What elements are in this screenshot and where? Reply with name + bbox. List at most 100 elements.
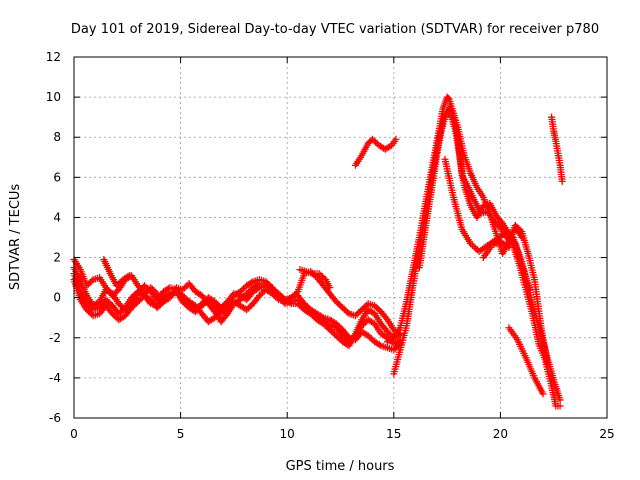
data-point (112, 313, 120, 321)
data-point (116, 308, 124, 316)
x-axis-label: GPS time / hours (286, 459, 395, 474)
x-tick-label: 0 (70, 427, 78, 441)
data-point (180, 295, 188, 303)
data-point (116, 279, 124, 287)
data-point (390, 346, 398, 354)
data-point (295, 297, 303, 305)
data-point (179, 294, 187, 302)
data-point (302, 303, 310, 311)
data-point (299, 300, 307, 308)
data-point (179, 286, 187, 294)
x-tick-label: 10 (280, 427, 295, 441)
data-point (88, 277, 96, 285)
data-point (294, 296, 302, 304)
data-point (185, 300, 193, 308)
data-point (368, 135, 376, 143)
data-point (220, 301, 228, 309)
y-tick-label: 4 (53, 210, 61, 224)
data-point (345, 338, 353, 346)
data-point (374, 305, 382, 313)
axis-ticks: 0 5 10 15 20 25 -6 -4 -2 0 2 4 6 8 10 12 (46, 50, 615, 441)
data-point (112, 289, 120, 297)
data-point (129, 292, 137, 300)
data-point (543, 360, 551, 368)
data-point (84, 280, 92, 288)
data-point (291, 291, 299, 299)
data-point (339, 304, 347, 312)
data-point (195, 303, 203, 311)
data-point (386, 142, 394, 150)
data-point (367, 335, 375, 343)
data-point (243, 306, 251, 314)
data-point (219, 302, 227, 310)
data-point (335, 335, 343, 343)
data-point (329, 329, 337, 337)
data-point (297, 299, 305, 307)
data-point (86, 279, 94, 287)
data-point (342, 335, 350, 343)
data-point (315, 313, 323, 321)
data-point (83, 282, 91, 290)
data-point (270, 287, 278, 295)
data-point (244, 304, 252, 312)
data-point (556, 396, 564, 404)
series-track-10 (415, 103, 551, 368)
data-point (105, 299, 113, 307)
data-point (332, 298, 340, 306)
data-point (88, 310, 96, 318)
data-point (88, 304, 96, 312)
plot-frame (73, 56, 608, 419)
data-point (337, 302, 345, 310)
data-point (247, 279, 255, 287)
data-point (113, 282, 121, 290)
data-point (303, 305, 311, 313)
x-tick-label: 5 (177, 427, 185, 441)
data-point (370, 137, 378, 145)
series-track-7 (351, 135, 400, 169)
data-point (385, 329, 393, 337)
data-point (340, 305, 348, 313)
data-point (339, 332, 347, 340)
data-point (198, 300, 206, 308)
y-tick-label: 12 (46, 50, 61, 64)
data-point (359, 304, 367, 312)
data-point (259, 289, 267, 297)
data-point (539, 390, 547, 398)
data-point (497, 218, 505, 226)
data-point (176, 291, 184, 299)
data-point (193, 304, 201, 312)
data-point (196, 301, 204, 309)
data-point (350, 333, 358, 341)
series-track-6 (296, 266, 334, 292)
data-point (192, 306, 200, 314)
data-point (361, 303, 369, 311)
data-point (334, 299, 342, 307)
data-point (361, 319, 369, 327)
data-point (342, 307, 350, 315)
x-tick-label: 15 (386, 427, 401, 441)
y-tick-label: 8 (53, 130, 61, 144)
data-point (340, 333, 348, 341)
data-point (348, 335, 356, 343)
data-point (150, 287, 158, 295)
data-point (110, 311, 118, 319)
data-point (200, 298, 208, 306)
data-point (164, 291, 172, 299)
data-point (332, 332, 340, 340)
data-point (116, 301, 124, 309)
data-point (222, 311, 230, 319)
data-point (347, 336, 355, 344)
data-point (353, 310, 361, 318)
data-point (310, 271, 318, 279)
data-point (335, 301, 343, 309)
data-point (187, 301, 195, 309)
data-point (184, 298, 192, 306)
data-point (140, 282, 148, 290)
data-point (316, 315, 324, 323)
data-point (86, 303, 94, 311)
data-point (382, 314, 390, 322)
data-point (356, 307, 364, 315)
y-tick-label: -2 (49, 331, 61, 345)
y-tick-label: 0 (53, 291, 61, 305)
data-point (254, 285, 262, 293)
